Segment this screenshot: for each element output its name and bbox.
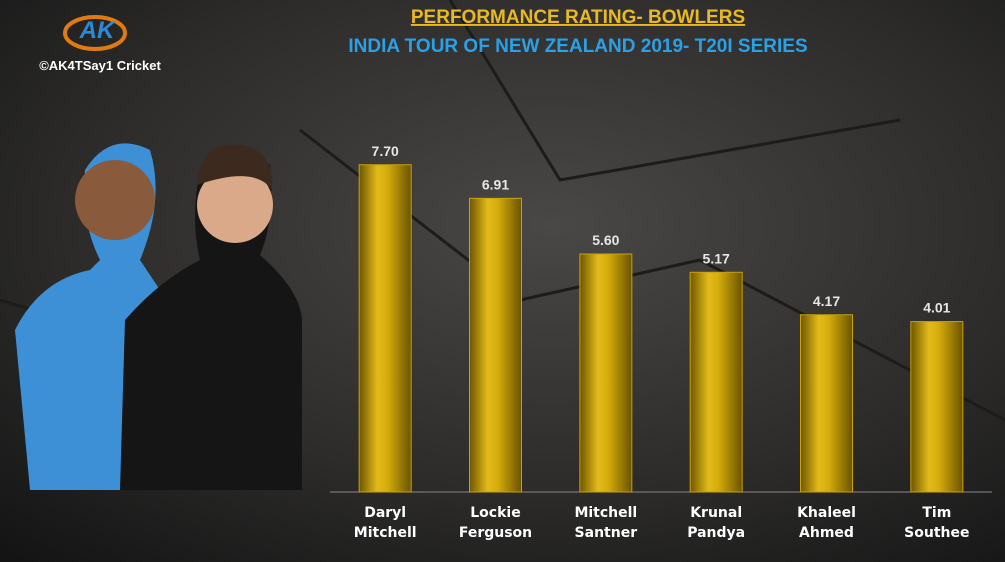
- x-tick-label: Khaleel Ahmed: [797, 505, 856, 541]
- bar: [469, 197, 522, 493]
- bar: [358, 164, 412, 493]
- value-label: 7.70: [372, 143, 399, 159]
- x-tick-label: Daryl Mitchell: [353, 505, 417, 541]
- x-tick-label-box: Daryl Mitchell: [353, 505, 417, 541]
- value-label: 5.17: [703, 250, 730, 266]
- handle: ©AK4TSay1 Cricket: [39, 58, 161, 73]
- value-label: 4.01: [923, 300, 950, 316]
- value-label: 6.91: [482, 176, 509, 192]
- x-tick-label-box: Krunal Pandya: [687, 505, 746, 541]
- x-tick-label: Lockie Ferguson: [458, 505, 533, 541]
- x-tick-label-box: Tim Southee: [904, 505, 970, 541]
- bar: [689, 271, 743, 493]
- x-tick-label-box: Mitchell Santner: [574, 505, 638, 541]
- value-label: 4.17: [813, 293, 840, 309]
- logo: AK ©AK4TSay1 Cricket: [39, 15, 161, 73]
- players-photo: [15, 143, 302, 491]
- x-tick-label-box: Khaleel Ahmed: [797, 505, 856, 541]
- logo-text: AK: [79, 17, 116, 44]
- chart-title: PERFORMANCE RATING- BOWLERS: [411, 7, 745, 28]
- value-label: 5.60: [592, 232, 619, 248]
- x-tick-label: Mitchell Santner: [574, 505, 638, 541]
- bar: [579, 253, 633, 493]
- bar: [800, 314, 853, 493]
- chart-subtitle: INDIA TOUR OF NEW ZEALAND 2019- T20I SER…: [348, 36, 807, 57]
- x-tick-label-box: Lockie Ferguson: [458, 505, 533, 541]
- x-tick-label: Krunal Pandya: [687, 505, 746, 541]
- x-tick-label: Tim Southee: [904, 505, 970, 541]
- bar: [910, 321, 964, 493]
